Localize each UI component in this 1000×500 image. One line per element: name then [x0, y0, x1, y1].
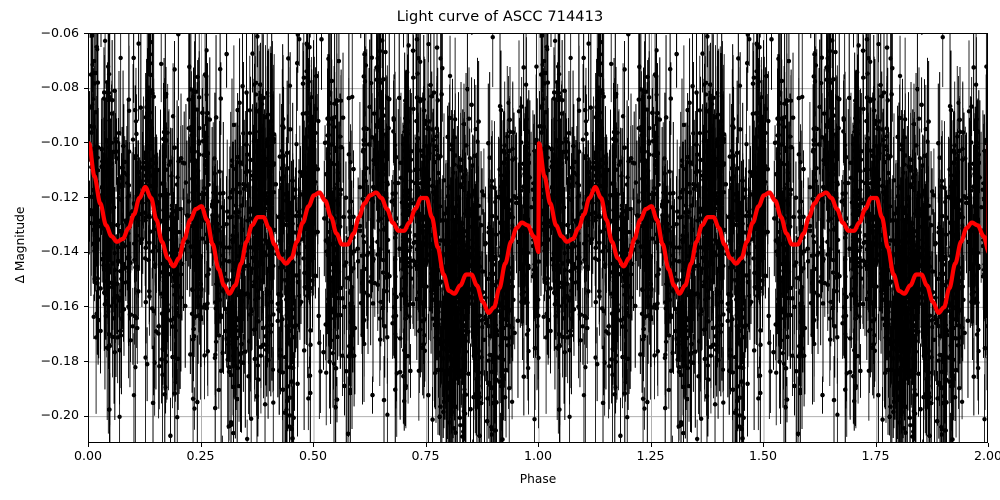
- x-tick-mark: [875, 443, 877, 447]
- x-tick-mark: [425, 443, 427, 447]
- x-tick-label: 0.25: [186, 449, 214, 463]
- y-tick-mark: [84, 197, 88, 199]
- y-tick-label: −0.20: [0, 409, 79, 422]
- x-axis-label: Phase: [88, 472, 988, 486]
- y-tick-mark: [84, 142, 88, 144]
- x-tick-label: 0.50: [299, 449, 327, 463]
- y-tick-mark: [84, 251, 88, 253]
- y-tick-label: −0.08: [0, 81, 79, 94]
- x-tick-mark: [763, 443, 765, 447]
- y-tick-mark: [84, 415, 88, 417]
- x-tick-label: 1.50: [749, 449, 777, 463]
- x-tick-label: 1.25: [636, 449, 664, 463]
- x-tick-label-group: 0.00 0.25 0.50 0.75 1.00 1.25 1.50 1.75 2.00: [0, 449, 1000, 470]
- y-tick-label: −0.16: [0, 299, 79, 313]
- y-tick-mark: [84, 361, 88, 363]
- x-tick-label: 0.00: [74, 449, 102, 463]
- y-tick-mark: [84, 87, 88, 89]
- page-title: Light curve of ASCC 714413: [0, 9, 1000, 25]
- x-tick-label: 0.75: [411, 449, 439, 463]
- y-tick-label-group: −0.20 −0.18 −0.16 −0.14 −0.12 −0.10 −0.08 −0.06: [0, 0, 79, 500]
- x-tick-mark: [650, 443, 652, 447]
- y-tick-mark: [84, 33, 88, 35]
- y-tick-label: −0.14: [0, 245, 79, 258]
- plot-area: [88, 33, 988, 443]
- x-tick-label: 2.00: [974, 449, 1000, 463]
- y-tick-mark: [84, 306, 88, 308]
- x-tick-mark: [313, 443, 315, 447]
- x-tick-label: 1.00: [524, 449, 552, 463]
- y-tick-label: −0.10: [0, 135, 79, 149]
- plot-canvas: [89, 34, 987, 442]
- x-tick-mark: [200, 443, 202, 447]
- x-tick-mark: [538, 443, 540, 447]
- y-tick-label: −0.12: [0, 190, 79, 204]
- x-tick-mark: [988, 443, 990, 447]
- y-tick-label: −0.06: [0, 26, 79, 40]
- x-tick-mark: [88, 443, 90, 447]
- model-curve: [89, 141, 987, 315]
- y-tick-label: −0.18: [0, 354, 79, 368]
- x-tick-label: 1.75: [861, 449, 889, 463]
- photometry-series: [89, 34, 987, 442]
